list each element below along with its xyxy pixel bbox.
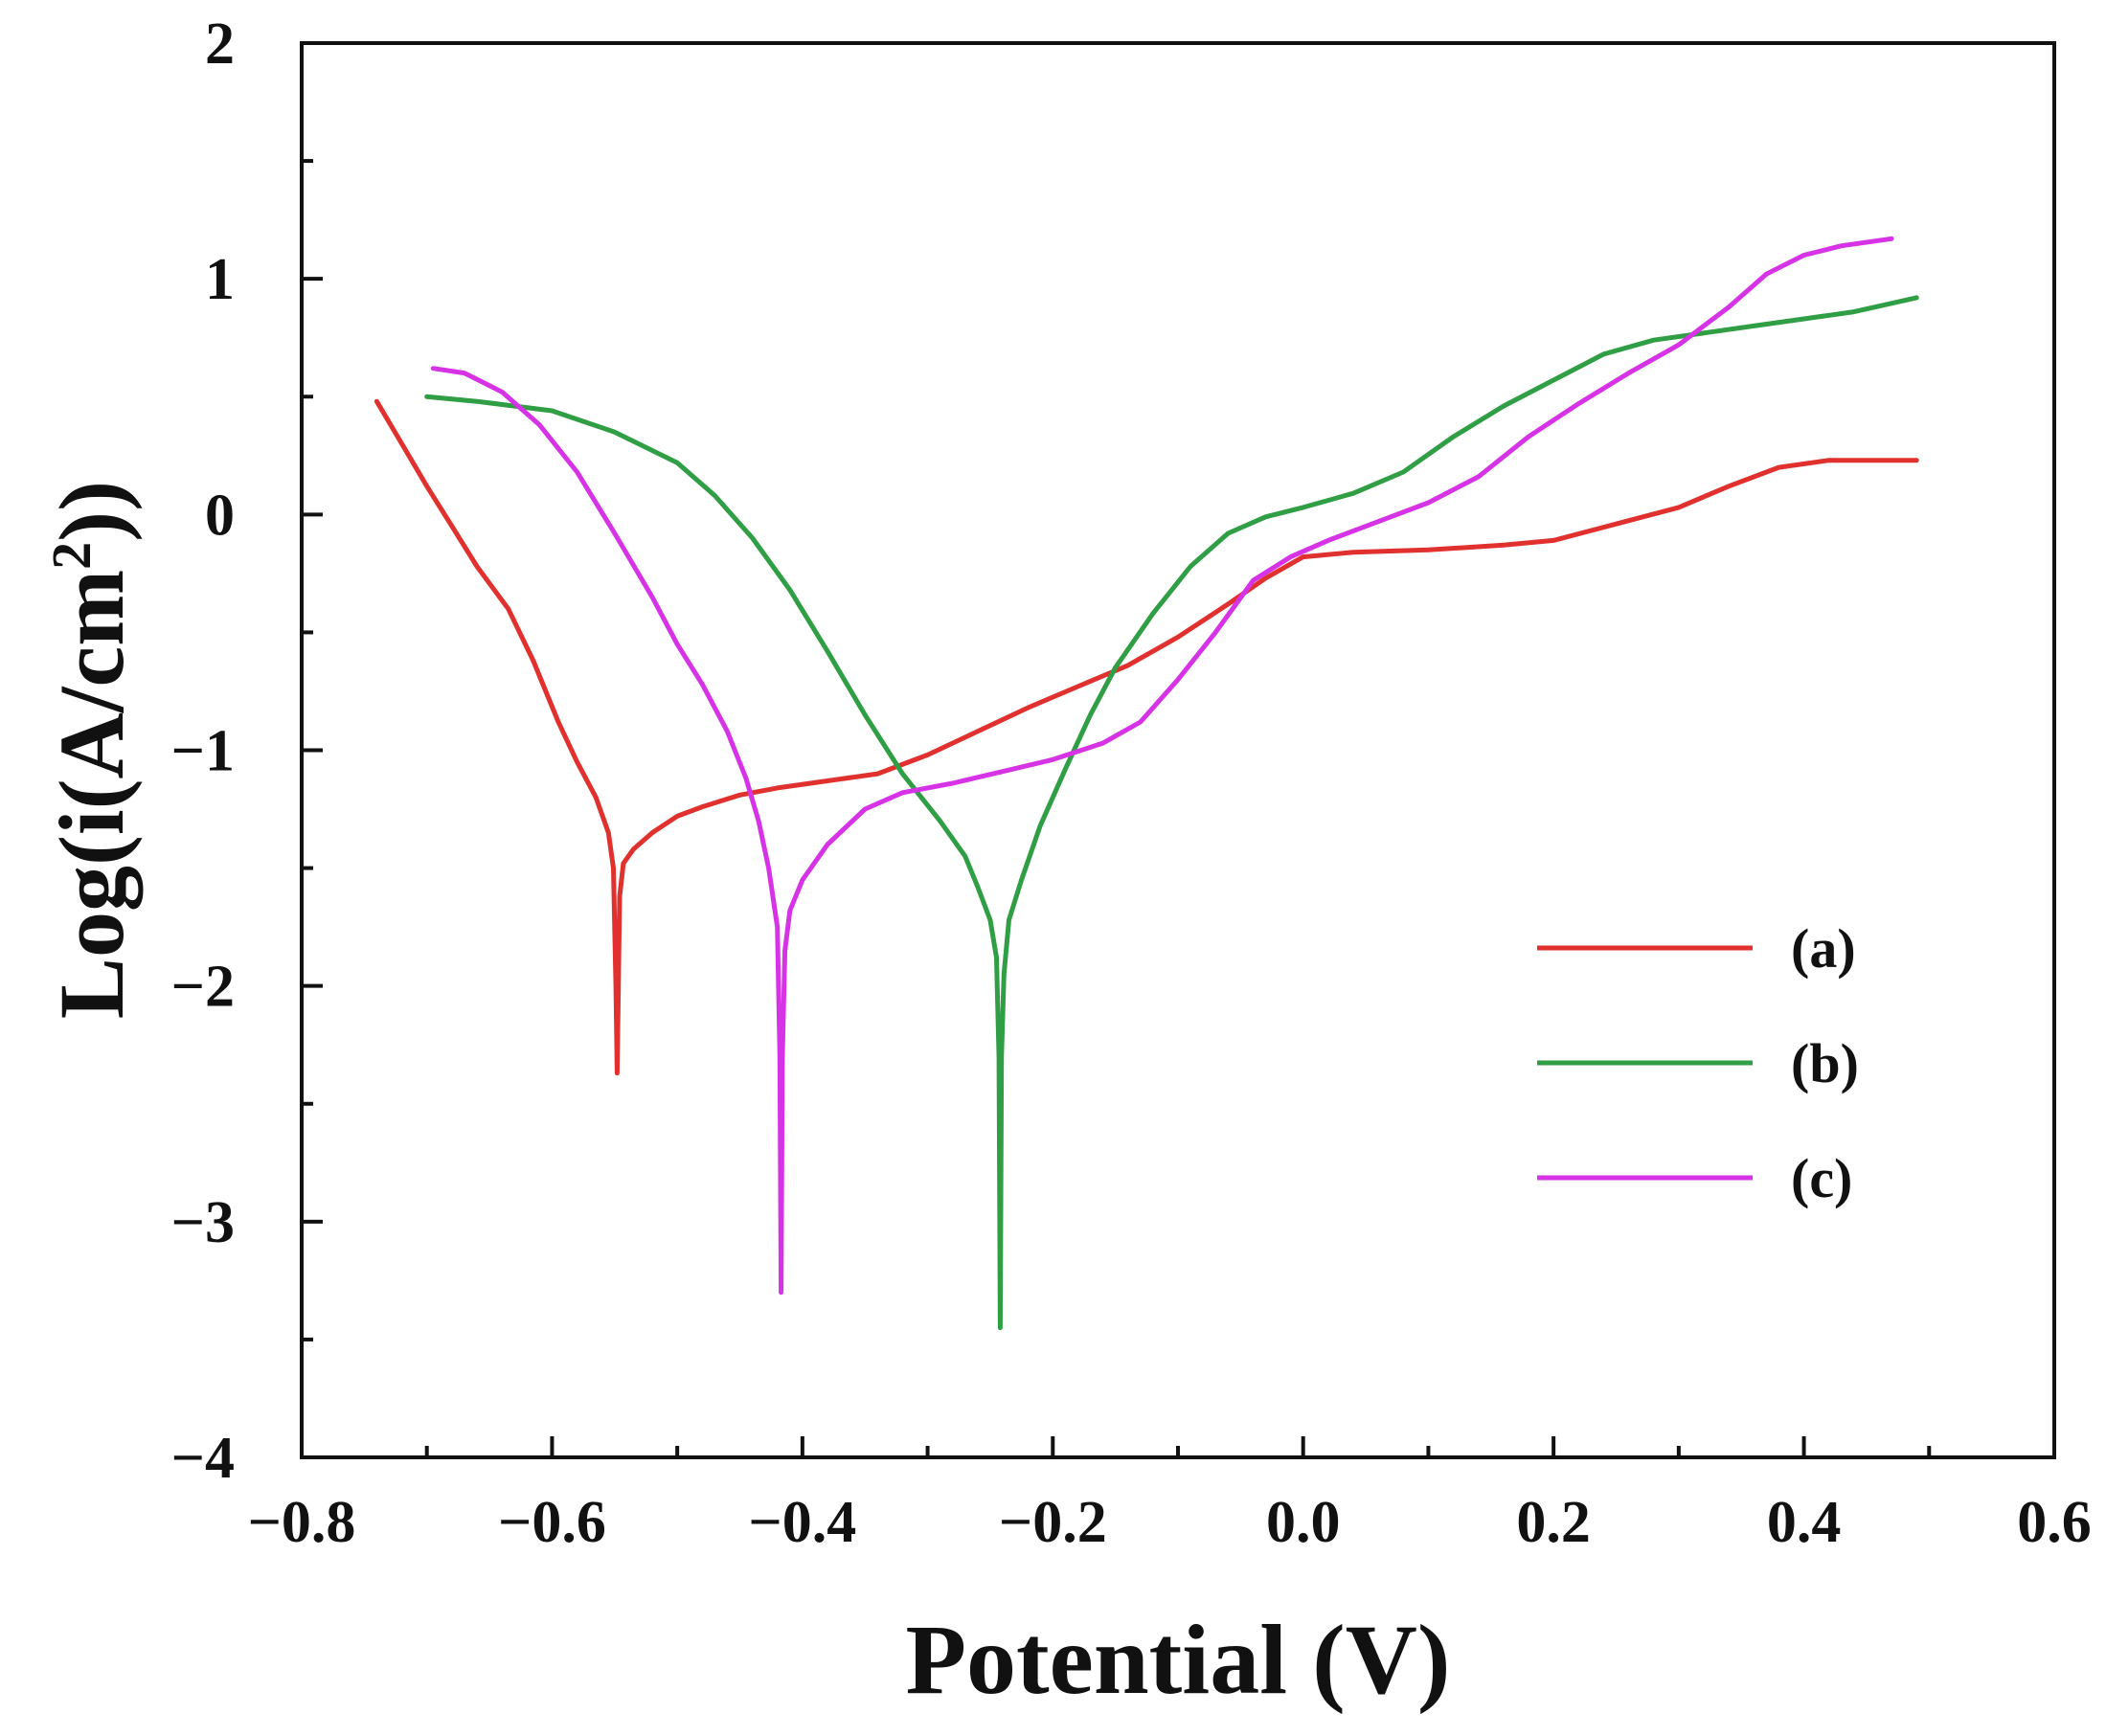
x-tick-label: 0.6 xyxy=(2017,1490,2092,1555)
y-tick-label: 0 xyxy=(205,483,235,548)
x-tick-label: −0.2 xyxy=(999,1490,1107,1555)
legend-label-c: (c) xyxy=(1791,1147,1852,1209)
legend-label-b: (b) xyxy=(1791,1032,1859,1094)
series-line-b xyxy=(424,295,1919,1331)
legend-label-a: (a) xyxy=(1791,917,1856,980)
y-axis-title: Log(i(A/cm2)) xyxy=(40,481,143,1019)
y-tick-label: −1 xyxy=(171,719,235,784)
x-tick-label: −0.8 xyxy=(248,1490,356,1555)
y-tick-label: −2 xyxy=(171,955,235,1020)
legend: (a) (b) (c) xyxy=(1537,917,1859,1209)
x-tick-label: −0.6 xyxy=(498,1490,606,1555)
y-axis-title-prefix: Log(i(A/cm xyxy=(40,570,143,1019)
y-axis-title-superscript: 2 xyxy=(40,542,102,570)
y-axis-title-suffix: )) xyxy=(40,481,143,542)
y-tick-label: −4 xyxy=(171,1426,235,1491)
y-tick-label: −3 xyxy=(171,1190,235,1255)
series-layer xyxy=(374,236,1919,1331)
ticks-layer: −0.8 −0.6 −0.4 −0.2 0.0 0.2 0.4 0.6 2 1 0 −1 −2 −3 −4 xyxy=(171,11,2092,1555)
x-tick-label: −0.4 xyxy=(748,1490,856,1555)
x-tick-label: 0.2 xyxy=(1516,1490,1591,1555)
y-tick-label: 1 xyxy=(205,247,235,312)
series-line-a xyxy=(374,398,1919,1076)
y-tick-label: 2 xyxy=(205,11,235,77)
x-tick-label: 0.0 xyxy=(1266,1490,1341,1555)
x-axis-title: Potential (V) xyxy=(906,1605,1451,1715)
x-tick-label: 0.4 xyxy=(1767,1490,1842,1555)
series-line-c xyxy=(430,236,1894,1296)
